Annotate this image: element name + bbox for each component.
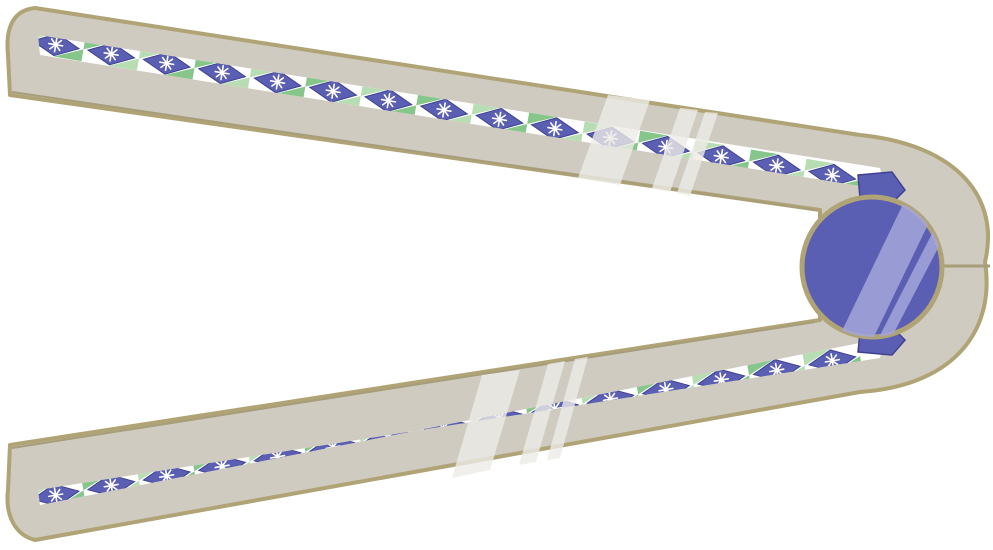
hinge-gem [799, 171, 945, 356]
upper-arm-green-facet [360, 84, 391, 97]
upper-arm-sparkle-icon [158, 55, 175, 72]
upper-arm-gloss-2 [652, 108, 698, 192]
upper-arm-sparkle-icon [214, 64, 230, 81]
upper-arm-green-facet [164, 67, 195, 80]
lower-arm-sparkle-icon [159, 468, 175, 484]
upper-arm-sparkle-icon [824, 167, 841, 184]
gem-shine-stripe-1 [840, 200, 935, 337]
upper-arm-sparkle-icon [380, 92, 397, 109]
lower-arm-sparkle-icon [824, 353, 840, 369]
upper-arm-green-facet [416, 93, 446, 106]
lower-arm-gloss-2 [519, 361, 565, 465]
upper-arm-green-facet [749, 149, 779, 162]
band-body [5, 6, 991, 542]
upper-arm-green-facet [220, 77, 250, 90]
lower-arm-gloss-1 [452, 370, 520, 478]
upper-arm-diamond [305, 74, 361, 108]
upper-arm-sparkle-icon [547, 120, 563, 137]
upper-arm-diamond [360, 84, 417, 118]
upper-arm-sparkle-icon [47, 36, 64, 53]
upper-arm-sparkle-icon [491, 111, 508, 128]
upper-arm-green-facet [109, 58, 139, 71]
lower-arm-gloss-3 [547, 357, 588, 460]
lower-arm-sparkle-icon [602, 391, 619, 407]
lower-arm-sparkle-icon [103, 477, 119, 494]
upper-arm-green-facet [471, 102, 502, 115]
lower-arm-sparkle-icon [658, 381, 674, 398]
upper-arm-sparkle-icon [769, 158, 785, 174]
upper-arm-green-facet [638, 130, 668, 143]
upper-arm-sparkle-icon [713, 148, 730, 165]
upper-arm-gloss-3 [677, 112, 718, 196]
upper-arm-sparkle-icon [436, 102, 452, 118]
lower-arm-sparkle-icon [547, 401, 563, 417]
upper-arm [38, 35, 885, 196]
lower-arm-shadow-line [11, 321, 816, 449]
gem-shine [840, 200, 942, 337]
upper-arm-green-facet [804, 158, 835, 171]
upper-arm-sparkle-icon [325, 83, 341, 100]
upper-arm-gloss-1 [578, 95, 650, 185]
lower-arm-sparkle-icon [214, 458, 230, 475]
lower-arm-sparkle-icon [769, 362, 785, 379]
lower-arm-sparkle-icon [48, 487, 64, 503]
upper-arm-green-facet [527, 112, 557, 125]
lower-arm-sparkle-icon [269, 449, 286, 465]
upper-arm-green-facet [331, 95, 361, 108]
upper-arm-green-facet [275, 86, 306, 99]
upper-arm-sparkle-icon [658, 139, 674, 156]
upper-arm-diamond [38, 35, 84, 62]
gem-shine-stripe-2 [875, 218, 942, 337]
upper-arm-sparkle-icon [269, 74, 286, 90]
upper-arm-sparkle-icon [103, 46, 119, 62]
upper-arm-green-facet [53, 49, 84, 62]
lower-arm-green-facet [802, 348, 831, 366]
lower-arm-sparkle-icon [713, 372, 729, 388]
